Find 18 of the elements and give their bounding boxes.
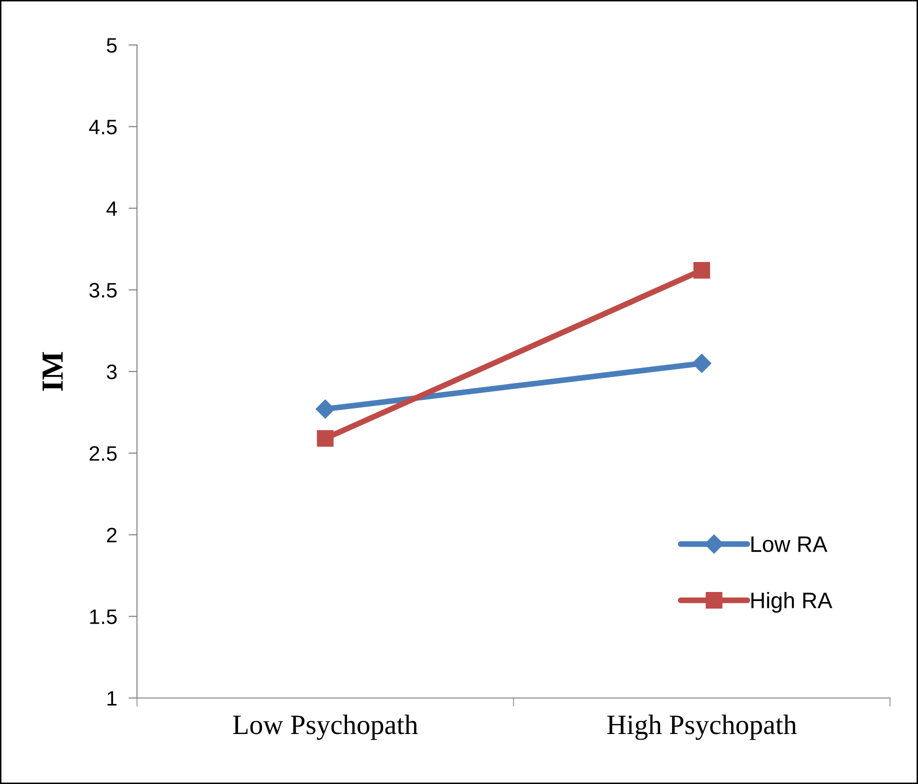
x-tick-label: Low Psychopath [233, 714, 418, 740]
y-tick-label: 1.5 [90, 610, 117, 624]
legend-label: Low RA [751, 536, 828, 552]
point [692, 354, 712, 373]
y-tick-label: 3 [106, 364, 117, 380]
y-tick-label: 5 [106, 38, 117, 53]
point [316, 430, 334, 447]
y-tick-label: 4 [106, 201, 117, 216]
y-tick-label: 3.5 [89, 282, 117, 298]
point [693, 262, 710, 279]
y-tick-label: 2.5 [90, 446, 117, 461]
y-axis-title: IM [42, 352, 63, 391]
y-tick-label: 4.5 [89, 120, 117, 134]
y-tick-label: 2 [107, 528, 117, 542]
point [316, 400, 335, 419]
legend-label: High RA [751, 592, 832, 613]
y-tick-label: 1 [108, 691, 117, 706]
x-tick-label: High Psychopath [607, 714, 797, 740]
